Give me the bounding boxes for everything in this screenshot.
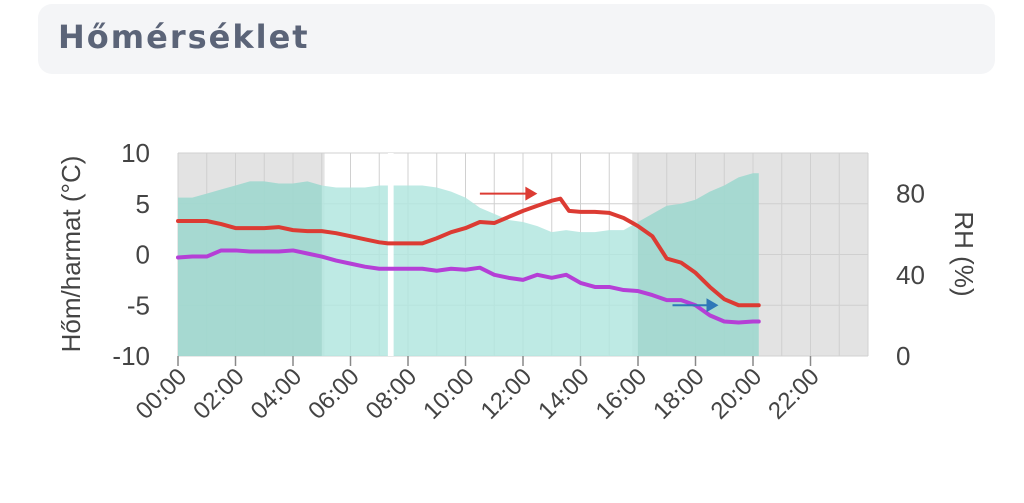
header-card: Hőmérséklet xyxy=(38,4,995,74)
x-tick-label: 06:00 xyxy=(303,363,365,425)
y-left-axis-title: Hőm/harmat (°C) xyxy=(56,156,86,353)
dewpoint-line xyxy=(176,248,761,325)
y-left-tick-label: 0 xyxy=(136,240,150,270)
x-tick-label: 16:00 xyxy=(591,363,653,425)
y-left-tick-label: -5 xyxy=(127,290,150,320)
y-right-axis-title: RH (%) xyxy=(949,211,979,296)
blue-arrow-head xyxy=(706,298,719,313)
data-gap-rect xyxy=(387,153,394,356)
y-right-tick-label: 80 xyxy=(896,179,925,209)
x-tick-label: 08:00 xyxy=(361,363,423,425)
red-arrow-head xyxy=(525,186,538,201)
trend-arrows xyxy=(479,186,719,313)
series-lines xyxy=(176,196,761,325)
y-right-tick-label: 0 xyxy=(896,341,910,371)
y-left-tick-label: 5 xyxy=(136,189,150,219)
x-tick-label: 10:00 xyxy=(418,363,480,425)
humidity-area-path xyxy=(178,173,759,356)
y-right-tick-label: 40 xyxy=(896,260,925,290)
x-tick-label: 18:00 xyxy=(648,363,710,425)
x-tick-label: 04:00 xyxy=(246,363,308,425)
x-tick-label: 14:00 xyxy=(533,363,595,425)
x-tick-label: 22:00 xyxy=(763,363,825,425)
humidity-area-night-overlay xyxy=(638,173,759,356)
temperature-line xyxy=(176,196,761,308)
humidity-area xyxy=(178,173,759,356)
humidity-area-night-overlay xyxy=(178,181,322,356)
x-tick-label: 00:00 xyxy=(131,363,193,425)
x-tick-label: 12:00 xyxy=(476,363,538,425)
page-title: Hőmérséklet xyxy=(58,18,310,56)
y-left-tick-label: -10 xyxy=(112,341,150,371)
x-tick-label: 02:00 xyxy=(188,363,250,425)
x-tick-label: 20:00 xyxy=(706,363,768,425)
y-left-tick-label: 10 xyxy=(121,138,150,168)
data-gap xyxy=(387,153,394,356)
